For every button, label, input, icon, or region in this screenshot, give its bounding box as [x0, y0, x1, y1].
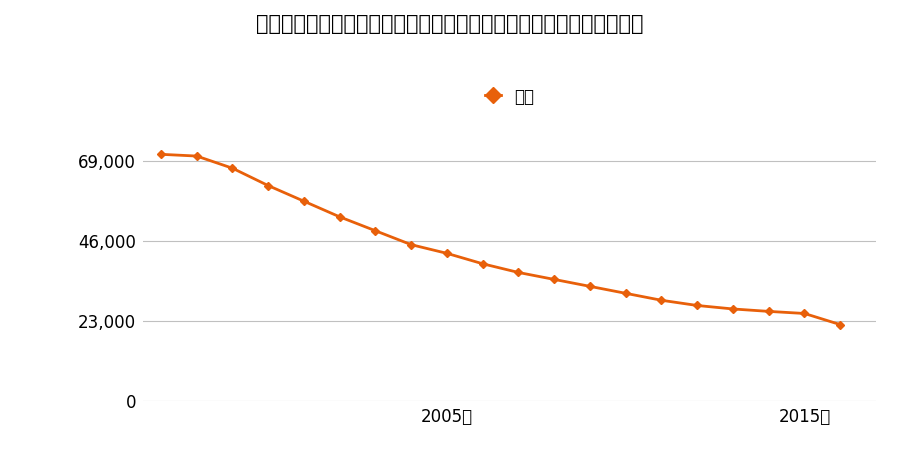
価格: [727, 306, 738, 312]
Legend: 価格: 価格: [478, 81, 541, 112]
価格: [299, 198, 310, 204]
価格: [549, 277, 560, 282]
価格: [585, 284, 596, 289]
価格: [227, 166, 238, 171]
価格: [835, 322, 846, 327]
価格: [513, 270, 524, 275]
価格: [799, 311, 810, 316]
価格: [442, 251, 453, 256]
価格: [763, 309, 774, 314]
価格: [334, 214, 345, 220]
価格: [406, 242, 417, 248]
価格: [477, 261, 488, 266]
Text: 長野県北佐久郡御代田町大字御代田字一里塚２４８４番３の地価推移: 長野県北佐久郡御代田町大字御代田字一里塚２４８４番３の地価推移: [256, 14, 644, 33]
価格: [263, 183, 274, 188]
価格: [370, 228, 381, 234]
価格: [692, 303, 703, 308]
価格: [620, 291, 631, 296]
Line: 価格: 価格: [158, 152, 843, 328]
価格: [192, 153, 202, 159]
価格: [156, 152, 166, 157]
価格: [656, 297, 667, 303]
